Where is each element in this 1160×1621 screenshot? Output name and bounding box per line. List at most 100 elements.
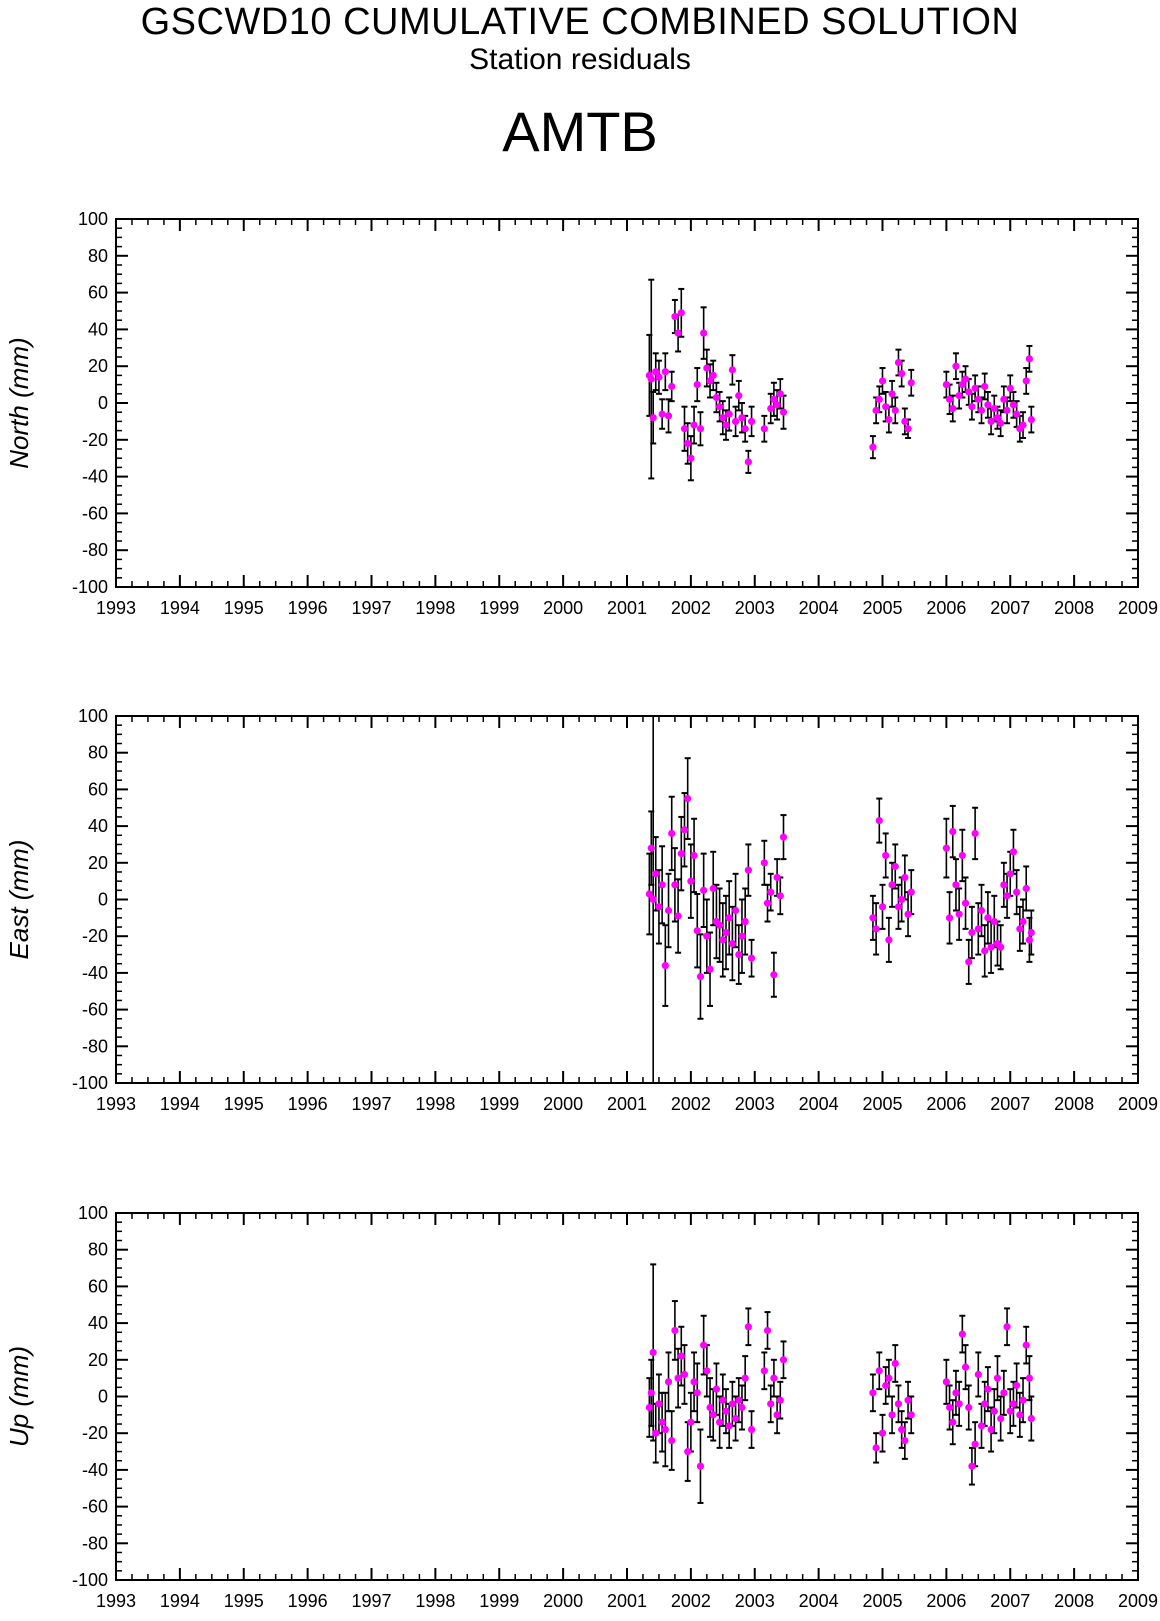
data-point (952, 362, 960, 370)
y-tick-label: -20 (82, 1423, 108, 1443)
data-point (885, 415, 893, 424)
data-point (738, 414, 746, 422)
data-point (731, 417, 740, 425)
data-point (878, 903, 887, 911)
data-point (965, 1403, 973, 1412)
data-point (735, 392, 743, 400)
data-point (680, 1370, 689, 1379)
data-point (674, 329, 682, 337)
data-point (1006, 1407, 1014, 1415)
data-point (901, 1436, 909, 1445)
data-point (942, 381, 950, 389)
data-point (674, 912, 682, 920)
y-tick-label: 40 (88, 816, 108, 836)
data-point (677, 309, 685, 317)
data-point (773, 1411, 781, 1419)
data-point (968, 928, 976, 937)
y-tick-label: -40 (82, 1460, 108, 1480)
up-axis-label: Up (mm) (4, 1346, 34, 1447)
data-point (888, 390, 896, 398)
data-point (664, 906, 673, 915)
data-point (1013, 1381, 1021, 1390)
data-point (661, 1425, 669, 1434)
data-point (1019, 1396, 1027, 1404)
data-point (706, 1403, 714, 1412)
data-point (744, 458, 752, 466)
data-point (1003, 406, 1011, 414)
data-point (735, 1396, 743, 1404)
data-point (664, 1378, 673, 1386)
data-point (652, 368, 660, 376)
data-point (696, 1462, 705, 1470)
data-point (700, 329, 708, 337)
data-point (981, 382, 989, 391)
y-tick-label: -60 (82, 1000, 108, 1020)
data-point (958, 381, 966, 389)
data-point (658, 1418, 666, 1426)
data-point (693, 927, 701, 935)
data-point (649, 1348, 657, 1357)
north-plot-frame (115, 218, 1139, 588)
data-point (952, 1389, 960, 1397)
data-point (760, 859, 768, 867)
data-point (738, 932, 746, 940)
data-point (1000, 881, 1008, 889)
x-tick-label: 2004 (799, 1591, 839, 1611)
data-point (668, 382, 676, 391)
data-point (898, 1425, 906, 1434)
y-tick-label: -20 (82, 926, 108, 946)
data-point (872, 1444, 880, 1452)
up-panel: 1993 1994 1995 1996 1997 1998 1999 2000 2001 2002… (4, 1203, 1158, 1611)
x-tick-label: 2004 (799, 1094, 839, 1114)
y-tick-label: 60 (88, 1276, 108, 1296)
x-tick-label: 2005 (862, 1094, 902, 1114)
data-point (677, 850, 685, 858)
data-point (894, 358, 903, 367)
data-point (1019, 421, 1027, 429)
data-point (1016, 925, 1024, 933)
data-point (888, 1411, 896, 1419)
data-point (773, 401, 781, 409)
x-tick-label: 2002 (671, 1591, 711, 1611)
data-point (709, 371, 717, 379)
y-tick-label: 20 (88, 1350, 108, 1370)
y-tick-label: -100 (72, 1570, 108, 1590)
x-tick-label: 2004 (799, 598, 839, 618)
data-point (671, 881, 679, 889)
data-point (719, 414, 727, 422)
data-point (958, 851, 966, 860)
data-point (1019, 917, 1027, 926)
data-point (770, 971, 778, 979)
data-point (776, 892, 784, 900)
x-tick-label: 2008 (1054, 1591, 1094, 1611)
data-point (703, 364, 711, 372)
data-point (696, 972, 705, 981)
x-tick-label: 2007 (990, 1591, 1030, 1611)
data-point (875, 816, 883, 825)
x-tick-label: 1995 (224, 1591, 264, 1611)
data-point (706, 377, 714, 385)
chart-main-title: GSCWD10 CUMULATIVE COMBINED SOLUTION (140, 1, 1020, 43)
data-point (767, 1400, 775, 1408)
data-point (904, 1396, 912, 1404)
y-tick-label: -40 (82, 467, 108, 487)
x-tick-label: 1993 (96, 1094, 136, 1114)
data-point (738, 1403, 746, 1412)
data-point (716, 1418, 724, 1426)
x-tick-label: 1995 (224, 598, 264, 618)
data-point (882, 1381, 890, 1390)
data-point (744, 1323, 752, 1331)
data-point (981, 947, 989, 955)
data-point (987, 417, 995, 425)
x-tick-label: 1999 (479, 1094, 519, 1114)
x-tick-label: 2003 (735, 1094, 775, 1114)
data-point (885, 1374, 893, 1382)
data-point (658, 881, 666, 889)
data-point (680, 425, 689, 433)
data-point (744, 866, 752, 874)
data-point (942, 844, 950, 852)
y-tick-label: 60 (88, 283, 108, 303)
x-tick-label: 2000 (543, 598, 583, 618)
data-point (965, 388, 973, 396)
data-point (722, 1407, 730, 1415)
